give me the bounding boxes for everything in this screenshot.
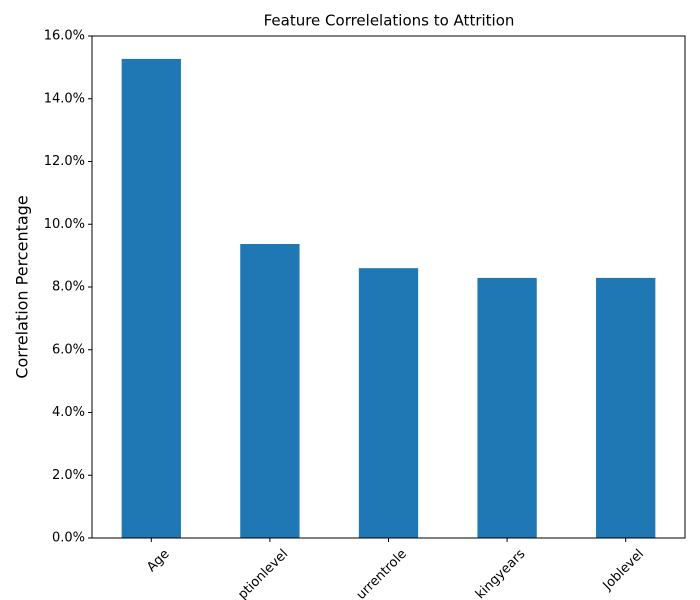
plot-frame: [91, 35, 686, 539]
chart-title: Feature Correlelations to Attrition: [264, 12, 515, 30]
y-tick-label: 14.0%: [44, 91, 85, 106]
bar: [477, 277, 537, 538]
x-tick-label: kingyears: [473, 547, 529, 600]
bar: [358, 268, 419, 538]
y-tick-label: 12.0%: [44, 154, 85, 169]
x-tick-label: Joblevel: [600, 547, 647, 594]
y-tick-label: 8.0%: [52, 280, 85, 295]
y-tick-label: 16.0%: [44, 29, 85, 44]
bar: [596, 277, 656, 538]
y-axis-label: Correlation Percentage: [13, 195, 32, 378]
y-tick-label: 2.0%: [52, 468, 85, 483]
y-tick-label: 0.0%: [52, 531, 85, 546]
x-tick-label: Age: [144, 547, 172, 575]
bar: [121, 58, 181, 539]
bar: [240, 244, 300, 539]
x-tick-label: urrentrole: [354, 547, 410, 600]
x-tick-label: ptionlevel: [235, 547, 291, 600]
y-tick-label: 4.0%: [52, 405, 85, 420]
y-tick-label: 6.0%: [52, 342, 85, 357]
y-tick-label: 10.0%: [44, 217, 85, 232]
